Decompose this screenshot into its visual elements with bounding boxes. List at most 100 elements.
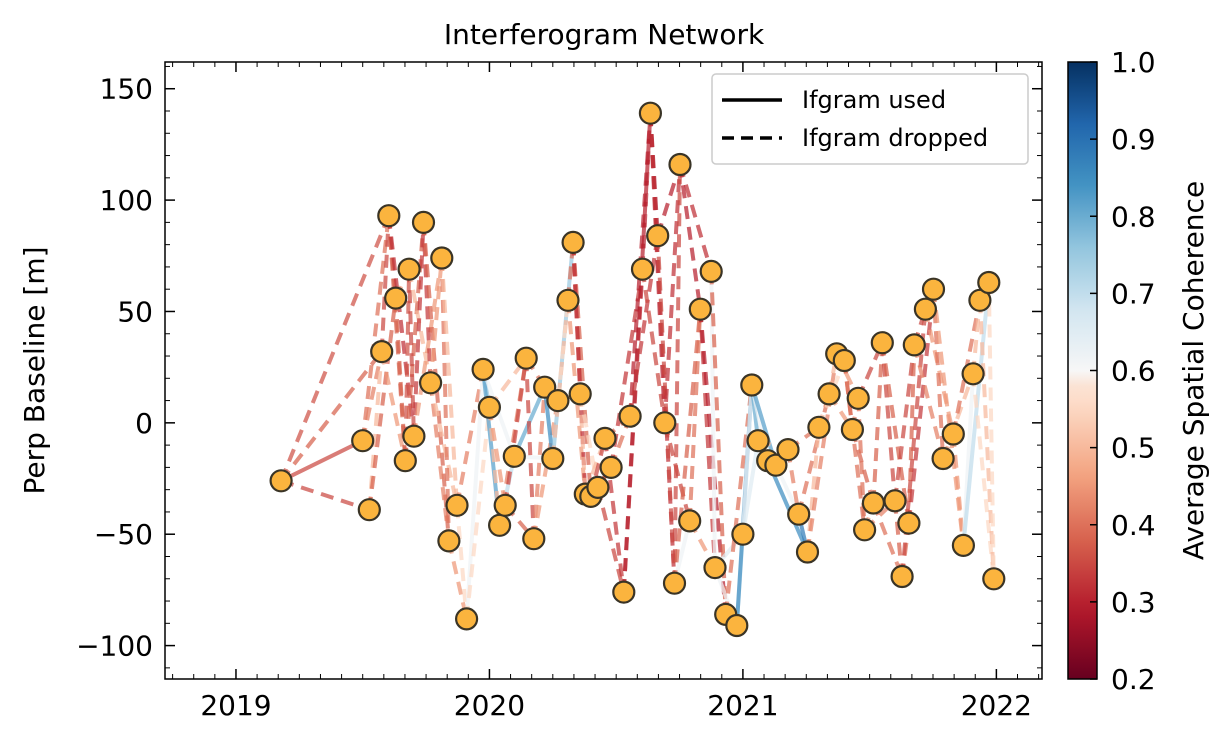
- legend-box: [711, 73, 1029, 165]
- ifgram-edge-dropped: [850, 428, 876, 504]
- acquisition-point: [982, 567, 1006, 591]
- ifgram-edge-dropped: [941, 373, 975, 460]
- x-axis: 2019 2020 2021 2022: [172, 62, 1040, 722]
- ifgram-edge-dropped: [842, 360, 867, 531]
- acquisition-point: [725, 613, 749, 638]
- ifgram-edge-dropped: [566, 300, 588, 495]
- ifgram-edge-dropped: [893, 344, 917, 502]
- y-axis: −100 −50 0 50 100 150: [76, 65, 1042, 669]
- acquisition-point: [402, 424, 426, 448]
- ifgram-edge-dropped: [379, 215, 391, 352]
- ifgram-edge-dropped: [971, 373, 996, 580]
- acquisition-point: [377, 204, 401, 228]
- acquisition-point: [832, 348, 856, 373]
- ifgram-edge-dropped: [446, 540, 469, 620]
- ifgram-edge-dropped: [595, 486, 626, 593]
- ifgram-edge-dropped: [672, 309, 703, 584]
- ifgram-edge-used: [542, 386, 555, 459]
- ifgram-edge-used: [740, 440, 761, 535]
- ifgram-edge-dropped: [407, 269, 416, 437]
- colorbar-ticks: 0.2 0.3 0.4 0.5 0.6 0.7 0.8 0.9 1.0: [1090, 46, 1156, 696]
- ifgram-edge-dropped: [411, 222, 426, 437]
- ifgram-edge-dropped: [662, 164, 682, 423]
- ifgram-edge-dropped: [871, 502, 904, 578]
- ifgram-edge-dropped: [871, 342, 885, 504]
- ifgram-edge-dropped: [578, 393, 600, 488]
- acquisition-point: [776, 438, 800, 462]
- ifgram-edge-dropped: [503, 357, 529, 506]
- chart-title: Interferogram Network: [444, 18, 765, 51]
- x-tick-label: 2021: [707, 689, 778, 722]
- acquisition-point: [764, 453, 788, 477]
- acquisition-point: [599, 455, 623, 479]
- x-tick-label: 2020: [454, 689, 525, 722]
- acquisition-point: [846, 386, 870, 410]
- acquisition-point: [817, 382, 841, 406]
- acquisition-point: [653, 411, 677, 435]
- ifgram-edge-dropped: [655, 163, 682, 237]
- ifgram-edge-dropped: [280, 478, 370, 512]
- ifgram-edge-dropped: [817, 359, 847, 429]
- acquisition-point: [419, 371, 443, 395]
- ifgram-edge-dropped: [655, 235, 677, 584]
- ifgram-edge-dropped: [379, 351, 408, 462]
- ifgram-edge-dropped: [687, 309, 703, 522]
- legend-label-used: Ifgram used: [802, 86, 946, 114]
- ifgram-edge-dropped: [455, 369, 486, 506]
- ifgram-edge-dropped: [360, 351, 384, 442]
- colorbar-tick-label: 0.6: [1111, 355, 1156, 388]
- colorbar-tick-label: 0.7: [1111, 277, 1156, 310]
- ifgram-edge-dropped: [531, 400, 560, 540]
- acquisition-point: [493, 493, 517, 517]
- acquisition-point: [471, 357, 495, 381]
- x-tick-label: 2022: [961, 689, 1032, 722]
- acquisition-point: [646, 224, 670, 248]
- acquisition-point: [384, 286, 408, 310]
- acquisition-point: [397, 257, 421, 281]
- ifgram-edge-dropped: [578, 393, 588, 495]
- acquisition-point: [977, 270, 1001, 295]
- ifgram-edge-dropped: [893, 500, 905, 577]
- ifgram-edge-dropped: [455, 505, 469, 620]
- colorbar-tick-label: 1.0: [1111, 46, 1156, 79]
- acquisition-point: [688, 297, 712, 321]
- acquisition-point: [807, 415, 831, 439]
- ifgram-edge-dropped: [386, 215, 416, 437]
- y-tick-label: 0: [135, 407, 153, 440]
- ifgram-edge-dropped: [367, 297, 398, 510]
- acquisition-point: [593, 426, 617, 450]
- y-axis-label: Perp Baseline [m]: [18, 246, 51, 494]
- acquisition-point: [445, 493, 469, 517]
- acquisition-point: [411, 210, 436, 234]
- ifgram-edge-dropped: [923, 308, 956, 435]
- acquisition-point: [921, 277, 946, 301]
- y-tick-label: 100: [100, 184, 153, 217]
- y-tick-label: −50: [94, 518, 153, 551]
- acquisition-point: [568, 382, 592, 406]
- acquisition-point: [746, 429, 770, 453]
- ifgram-edge-dropped: [805, 353, 839, 553]
- acquisition-point: [455, 607, 479, 631]
- acquisition-point: [840, 417, 865, 442]
- acquisition-point: [662, 571, 687, 595]
- acquisition-point: [638, 101, 663, 125]
- acquisition-point: [370, 340, 394, 364]
- ifgram-edge-dropped: [609, 268, 645, 468]
- acquisition-point: [477, 395, 501, 419]
- ifgram-edge-dropped: [524, 358, 536, 539]
- colorbar: 0.2 0.3 0.4 0.5 0.6 0.7 0.8 0.9 1.0 Average Spat…: [1067, 46, 1210, 696]
- acquisition-point: [870, 331, 894, 355]
- acquisition-point: [612, 580, 636, 604]
- acquisition-point: [740, 373, 764, 397]
- acquisition-point: [678, 509, 702, 533]
- acquisition-point: [951, 533, 976, 558]
- acquisition-point: [556, 288, 580, 312]
- acquisition-point: [437, 529, 461, 553]
- acquisition-point: [703, 555, 727, 580]
- ifgram-edge-dropped: [531, 387, 547, 539]
- acquisition-point: [351, 429, 375, 453]
- y-tick-label: 50: [117, 295, 153, 328]
- acquisition-point: [961, 362, 985, 386]
- acquisition-point: [883, 489, 907, 513]
- acquisition-point: [931, 446, 955, 471]
